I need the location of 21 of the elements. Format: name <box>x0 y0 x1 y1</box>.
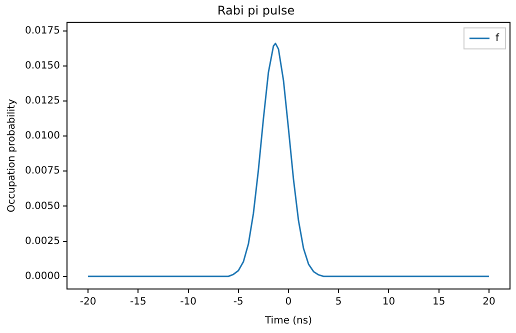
y-tick-label: 0.0000 <box>24 270 60 282</box>
y-tick-label: 0.0125 <box>24 96 60 107</box>
y-tick-label: 0.0075 <box>24 166 60 177</box>
y-tick-label: 0.0025 <box>24 236 60 247</box>
x-tick-label: 20 <box>482 296 496 308</box>
legend-label: f <box>495 32 500 44</box>
x-tick-label: 15 <box>432 296 446 308</box>
x-axis-title: Time (ns) <box>264 316 312 327</box>
y-tick-label: 0.0050 <box>24 200 60 212</box>
x-tick-label: -5 <box>233 296 244 308</box>
chart-title: Rabi pi pulse <box>217 3 295 18</box>
x-tick-label: -10 <box>180 296 196 308</box>
y-tick-label: 0.0100 <box>24 130 60 142</box>
y-tick-label: 0.0150 <box>24 60 60 72</box>
y-tick-label: 0.0175 <box>24 25 60 36</box>
x-tick-label: 0 <box>285 296 292 308</box>
x-tick-label: 10 <box>382 296 396 308</box>
x-tick-label: -15 <box>130 296 146 308</box>
x-tick-label: 5 <box>335 296 342 308</box>
y-axis-title: Occupation probability <box>6 98 18 212</box>
x-tick-label: -20 <box>80 296 96 308</box>
